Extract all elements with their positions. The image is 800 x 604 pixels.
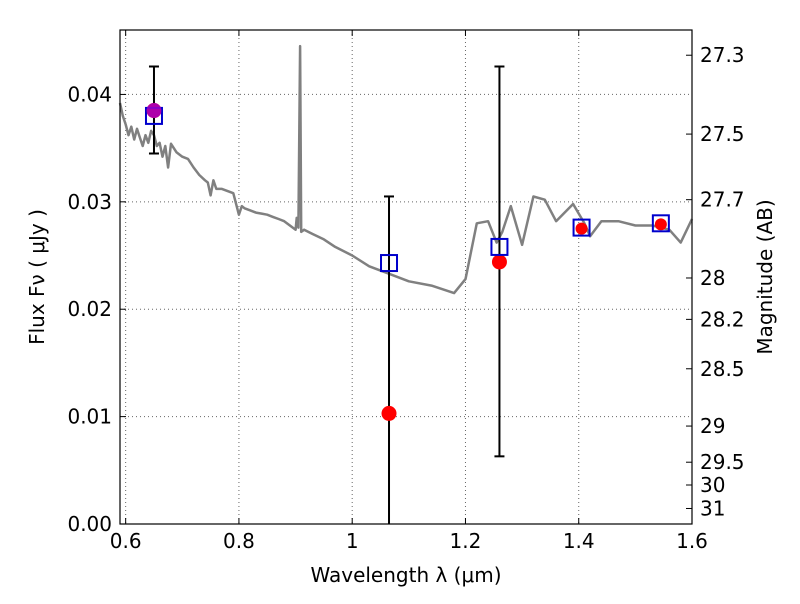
y-tick-label: 0.02 — [67, 297, 112, 321]
model-spectrum-layer — [118, 44, 694, 295]
y2-tick-label: 28 — [700, 266, 725, 290]
y-tick-label: 0.03 — [67, 190, 112, 214]
x-axis-label: Wavelength λ (μm) — [310, 563, 501, 587]
y2-tick-label: 31 — [700, 496, 725, 520]
y-tick-label: 0.04 — [67, 82, 112, 106]
x-tick-label: 1.6 — [676, 529, 708, 553]
y2-axis-label: Magnitude (AB) — [753, 199, 777, 354]
y2-tick-label: 29.5 — [700, 450, 745, 474]
observed-point — [654, 218, 667, 231]
y2-tick-label: 30 — [700, 473, 725, 497]
y-tick-label: 0.01 — [67, 405, 112, 429]
x-tick-label: 1.2 — [450, 529, 482, 553]
y2-tick-label: 27.5 — [700, 122, 745, 146]
observed-point — [491, 254, 507, 270]
model-photometry-square — [651, 214, 670, 233]
errorbars-layer — [148, 65, 505, 524]
y-tick-label: 0.00 — [67, 512, 112, 536]
x-tick-label: 0.8 — [223, 529, 255, 553]
y-axis-label: Flux Fν ( μJy ) — [25, 209, 49, 345]
x-tick-label: 1 — [346, 529, 359, 553]
overlap-marker — [146, 103, 162, 119]
grid — [120, 30, 693, 525]
model-photometry-square — [490, 237, 509, 256]
y2-tick-label: 27.3 — [700, 43, 745, 67]
x-tick-label: 0.6 — [110, 529, 142, 553]
model-photometry-layer — [144, 103, 670, 273]
observed-point — [381, 405, 397, 421]
model-photometry-square — [380, 254, 399, 273]
observed-point — [575, 222, 588, 235]
y2-tick-label: 28.5 — [700, 357, 745, 381]
y2-tick-label: 28.2 — [700, 307, 745, 331]
model-photometry-square — [572, 218, 591, 237]
model-spectrum-line — [118, 44, 694, 295]
plot-frame — [119, 29, 693, 525]
ticks-layer: 0.6 0.8 1 1.2 1.4 1.6 0.00 0.01 0.02 0.03 0.04 27.3… — [67, 30, 745, 553]
x-tick-label: 1.4 — [563, 529, 595, 553]
y2-tick-label: 27.7 — [700, 188, 745, 212]
y2-tick-label: 29 — [700, 414, 725, 438]
observed-points-layer — [146, 103, 667, 421]
